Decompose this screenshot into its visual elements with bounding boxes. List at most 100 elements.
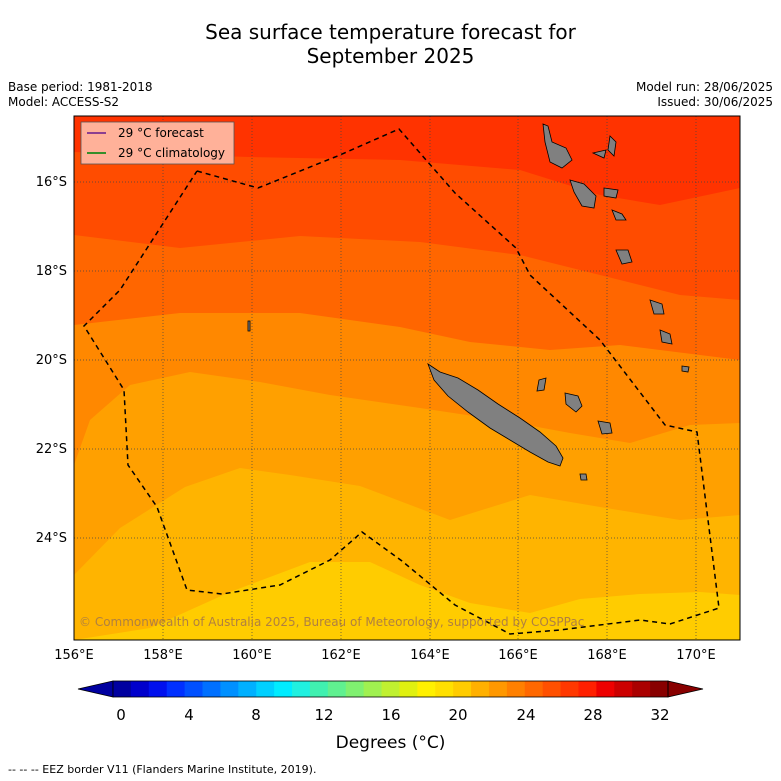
- colorbar-cell: [506, 681, 526, 697]
- colorbar-cell: [596, 681, 615, 697]
- colorbar-tick-label: 4: [184, 706, 194, 724]
- lat-tick-label: 18°S: [36, 264, 67, 279]
- climatology-legend-label: 29 °C climatology: [118, 146, 225, 160]
- colorbar-tick-label: 28: [583, 706, 602, 724]
- colorbar-cell: [345, 681, 365, 697]
- graticule: [74, 116, 740, 640]
- colorbar-tick-label: 20: [448, 706, 467, 724]
- colorbar: [77, 680, 704, 698]
- colorbar-cells: [113, 681, 669, 697]
- colorbar-cell: [292, 681, 311, 697]
- colorbar-cell: [542, 681, 562, 697]
- meta-left: Base period: 1981-2018 Model: ACCESS-S2: [8, 80, 153, 110]
- colorbar-cell: [363, 681, 383, 697]
- vanuatu-island: [649, 299, 665, 315]
- colorbar-cell: [453, 681, 472, 697]
- legend: 29 °C forecast 29 °C climatology: [80, 121, 235, 165]
- colorbar-cell: [560, 681, 579, 697]
- colorbar-cell: [184, 681, 204, 697]
- lon-tick-label: 156°E: [54, 648, 94, 663]
- lon-tick-label: 164°E: [410, 648, 450, 663]
- colorbar-tick-label: 24: [516, 706, 535, 724]
- colorbar-cell: [614, 681, 633, 697]
- vanuatu-island: [603, 187, 619, 199]
- loyalty-islands: [536, 377, 547, 392]
- chart-title: Sea surface temperature forecast for Sep…: [0, 20, 781, 68]
- loyalty-islands: [597, 420, 613, 435]
- vanuatu-island: [591, 149, 607, 159]
- land: [247, 123, 690, 481]
- lon-tick-label: 162°E: [321, 648, 361, 663]
- colorbar-cell: [488, 681, 508, 697]
- title-line-2: September 2025: [306, 44, 475, 68]
- colorbar-frame: [112, 680, 669, 698]
- colorbar-cell: [399, 681, 418, 697]
- lon-tick-label: 168°E: [587, 648, 627, 663]
- title-line-1: Sea surface temperature forecast for: [205, 20, 576, 44]
- colorbar-cell: [471, 681, 490, 697]
- colorbar-ticks: 0 4 8 12 16 20 24 28 32: [116, 706, 669, 724]
- colorbar-cell: [220, 681, 239, 697]
- colorbar-cell: [578, 681, 597, 697]
- forecast-legend-label: 29 °C forecast: [118, 126, 204, 140]
- eez-footer-note: -- -- -- EEZ border V11 (Flanders Marine…: [8, 763, 317, 776]
- colorbar-cell: [113, 681, 132, 697]
- colorbar-cell: [130, 681, 150, 697]
- colorbar-cell: [381, 681, 400, 697]
- colorbar-cell: [524, 681, 544, 697]
- colorbar-cell: [256, 681, 275, 697]
- model-run: Model run: 28/06/2025: [635, 80, 773, 94]
- lon-labels: 156°E 158°E 160°E 162°E 164°E 166°E 168°…: [54, 648, 716, 663]
- base-period: Base period: 1981-2018: [8, 80, 153, 94]
- colorbar-cell: [166, 681, 186, 697]
- lon-tick-label: 158°E: [143, 648, 183, 663]
- vanuatu-island: [542, 123, 573, 169]
- chesterfield-islet: [247, 320, 251, 332]
- eez-border: [83, 128, 720, 635]
- colorbar-cell: [327, 681, 347, 697]
- model-name: Model: ACCESS-S2: [8, 95, 120, 109]
- vanuatu-island: [681, 365, 690, 373]
- colorbar-cell: [417, 681, 436, 697]
- lat-tick-label: 16°S: [36, 175, 67, 190]
- colorbar-cell: [435, 681, 454, 697]
- lat-labels: 16°S 18°S 20°S 22°S 24°S: [36, 175, 67, 546]
- colorbar-min-arrow: [77, 680, 114, 698]
- colorbar-cell: [202, 681, 221, 697]
- vanuatu-island: [659, 329, 673, 345]
- map-frame: [73, 115, 741, 641]
- lat-tick-label: 20°S: [36, 353, 67, 368]
- lon-tick-label: 170°E: [676, 648, 716, 663]
- sst-band: [74, 562, 740, 640]
- colorbar-tick-label: 32: [650, 706, 669, 724]
- legend-box: [80, 121, 235, 165]
- lon-tick-label: 160°E: [232, 648, 272, 663]
- colorbar-cell: [274, 681, 293, 697]
- vanuatu-island: [607, 135, 617, 157]
- colorbar-cell: [238, 681, 257, 697]
- isle-of-pines: [579, 473, 588, 481]
- vanuatu-island: [615, 249, 633, 265]
- colorbar-max-arrow: [667, 680, 704, 698]
- colorbar-tick-label: 12: [314, 706, 333, 724]
- colorbar-tick-label: 0: [116, 706, 126, 724]
- colorbar-tick-label: 8: [251, 706, 261, 724]
- new-caledonia-island: [427, 362, 564, 467]
- lat-tick-label: 24°S: [36, 531, 67, 546]
- lat-tick-label: 22°S: [36, 442, 67, 457]
- sst-field: [74, 116, 740, 640]
- colorbar-cell: [309, 681, 329, 697]
- loyalty-islands: [564, 392, 583, 413]
- colorbar-tick-label: 16: [381, 706, 400, 724]
- colorbar-cell: [650, 681, 669, 697]
- colorbar-label: Degrees (°C): [335, 733, 446, 753]
- colorbar-cell: [148, 681, 168, 697]
- colorbar-cell: [632, 681, 651, 697]
- vanuatu-island: [611, 209, 627, 221]
- copyright-text: © Commonwealth of Australia 2025, Bureau…: [79, 615, 584, 629]
- issued-date: Issued: 30/06/2025: [657, 95, 773, 109]
- lon-tick-label: 166°E: [498, 648, 538, 663]
- vanuatu-island: [569, 179, 597, 209]
- meta-right: Model run: 28/06/2025 Issued: 30/06/2025: [636, 80, 773, 110]
